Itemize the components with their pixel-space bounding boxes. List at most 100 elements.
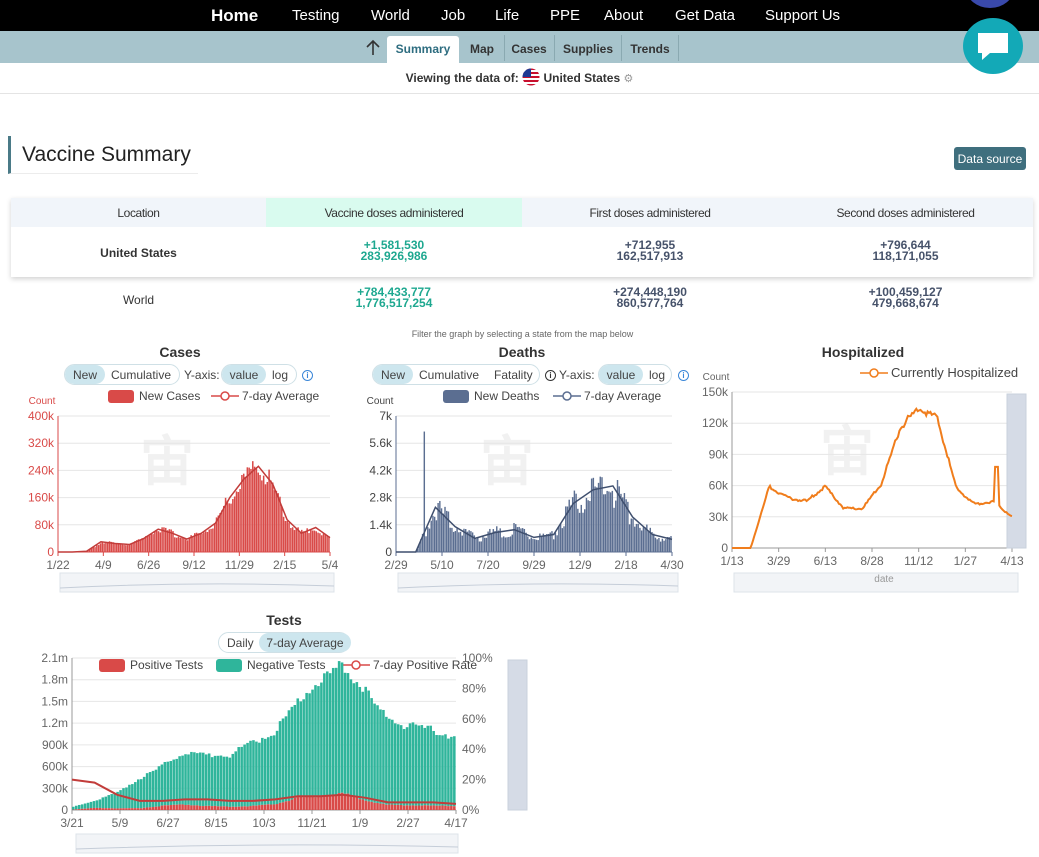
chat-button[interactable] (963, 18, 1023, 74)
vaccine-delta: +784,433,777 (357, 285, 431, 299)
deaths-ytick-label: 1.4k (369, 518, 393, 532)
cases-zoom-slider (59, 572, 335, 593)
tests-positive-bar (151, 807, 155, 810)
header-second-doses[interactable]: Second doses administered (836, 206, 975, 220)
legend-new-cases[interactable]: New Cases (139, 389, 201, 403)
tests-positive-bar (104, 808, 108, 810)
deaths-bar (540, 535, 543, 552)
tests-xtick-label: 6/27 (156, 816, 180, 830)
viewing-label: Viewing the data of: (405, 71, 519, 85)
tab-cases[interactable]: Cases (511, 42, 547, 56)
legend-positive-tests[interactable]: Positive Tests (130, 658, 204, 672)
deaths-value-toggle[interactable]: value (599, 365, 643, 384)
header-location[interactable]: Location (117, 206, 160, 220)
legend-swatch (216, 659, 242, 672)
fatality-info-icon[interactable]: i (545, 370, 556, 381)
nav-life[interactable]: Life (495, 7, 520, 24)
deaths-info-icon[interactable]: i (678, 370, 689, 381)
nav-world[interactable]: World (371, 7, 410, 24)
viewing-country[interactable]: United States (543, 71, 621, 85)
cases-bar (152, 534, 154, 552)
hospitalized-title: Hospitalized (821, 344, 905, 360)
deaths-bar (623, 493, 626, 552)
tests-negative-bar (423, 727, 427, 806)
cases-bar (168, 529, 171, 552)
nav-support-us[interactable]: Support Us (765, 7, 841, 24)
tests-7day-toggle[interactable]: 7-day Average (259, 633, 351, 652)
tests-negative-bar (266, 737, 270, 805)
highlight-column (266, 198, 522, 227)
tests-negative-bar (175, 758, 178, 805)
tests-positive-bar (231, 806, 235, 810)
tests-negative-bar (441, 735, 444, 806)
cases-info-icon[interactable]: i (302, 370, 313, 381)
row-location[interactable]: World (122, 293, 155, 307)
header-vaccine-doses[interactable]: Vaccine doses administered (324, 206, 464, 220)
deaths-bar (570, 505, 572, 552)
cases-bar (233, 496, 236, 552)
cases-new-toggle[interactable]: New (65, 365, 105, 384)
cases-bar (311, 530, 314, 552)
header-first-doses[interactable]: First doses administered (589, 206, 711, 220)
nav-job[interactable]: Job (441, 7, 466, 24)
cases-value-toggle[interactable]: value (222, 365, 266, 384)
tests-positive-bar (331, 794, 335, 810)
tests-positive-bar (373, 802, 376, 810)
cases-bar (106, 542, 109, 552)
cases-ylabel: Count (29, 396, 56, 407)
tests-negative-bar (210, 757, 214, 807)
viewing-bar: Viewing the data of: United States ⚙ (0, 68, 1039, 88)
tab-summary[interactable]: Summary (387, 36, 459, 63)
cases-cumulative-toggle[interactable]: Cumulative (111, 368, 172, 382)
deaths-bar (584, 509, 586, 552)
user-avatar[interactable] (966, 0, 1014, 8)
tests-negative-bar (222, 756, 226, 807)
cases-bar (130, 544, 133, 552)
data-source-button[interactable]: Data source (954, 147, 1026, 170)
deaths-bar (642, 527, 645, 552)
tests-negative-bar (181, 755, 184, 805)
cases-log-toggle[interactable]: log (272, 368, 289, 382)
legend-currently-hospitalized[interactable]: Currently Hospitalized (891, 365, 1019, 380)
settings-gear-icon[interactable]: ⚙ (623, 73, 634, 85)
deaths-bar (489, 528, 491, 552)
legend-positive-rate[interactable]: 7-day Positive Rate (373, 658, 478, 672)
deaths-bar (647, 531, 650, 552)
tab-map[interactable]: Map (470, 42, 494, 56)
tests-negative-bar (317, 686, 320, 797)
nav-home[interactable]: Home (211, 6, 259, 25)
nav-about[interactable]: About (604, 7, 644, 24)
tests-negative-bar (331, 667, 335, 795)
arrow-up-icon[interactable] (362, 36, 384, 60)
tests-negative-bar (447, 738, 450, 807)
cases-bar (197, 533, 200, 552)
tests-negative-bar (450, 736, 453, 807)
deaths-title: Deaths (498, 344, 546, 360)
tests-negative-bar (169, 761, 173, 806)
cases-bar (179, 537, 182, 552)
cases-bar (184, 539, 187, 552)
deaths-log-toggle[interactable]: log (649, 368, 666, 382)
deaths-new-toggle[interactable]: New (373, 365, 413, 384)
legend-new-deaths[interactable]: New Deaths (474, 389, 540, 403)
tab-trends[interactable]: Trends (630, 42, 670, 56)
tests-negative-bar (346, 673, 350, 794)
cases-xtick-label: 6/26 (137, 558, 161, 572)
tests-positive-bar (190, 805, 193, 810)
nav-ppe[interactable]: PPE (550, 7, 581, 24)
deaths-cumulative-toggle[interactable]: Cumulative (419, 368, 480, 382)
deaths-bar (568, 499, 570, 552)
legend-7day-average[interactable]: 7-day Average (242, 389, 320, 403)
legend-negative-tests[interactable]: Negative Tests (247, 658, 326, 672)
deaths-bar (559, 523, 562, 552)
tests-daily-toggle[interactable]: Daily (227, 636, 254, 650)
deaths-bar (456, 528, 458, 552)
row-location[interactable]: United States (100, 246, 177, 260)
deaths-bar (594, 486, 596, 552)
tab-supplies[interactable]: Supplies (562, 42, 613, 56)
nav-testing[interactable]: Testing (292, 7, 340, 24)
deaths-fatality-toggle[interactable]: Fatality (494, 368, 533, 382)
cases-bar (164, 527, 167, 552)
legend-7day-average[interactable]: 7-day Average (584, 389, 662, 403)
nav-get-data[interactable]: Get Data (675, 7, 736, 24)
